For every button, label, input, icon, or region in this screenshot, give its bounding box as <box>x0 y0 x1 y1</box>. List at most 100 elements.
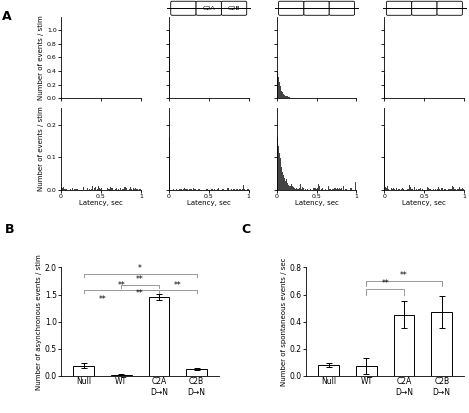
Bar <box>325 189 326 190</box>
Bar <box>414 188 415 190</box>
Bar <box>102 189 103 190</box>
Bar <box>83 187 84 190</box>
Bar <box>169 30 170 98</box>
Bar <box>355 182 356 190</box>
Bar <box>135 188 136 190</box>
Bar <box>289 97 290 98</box>
Bar <box>287 97 288 98</box>
Bar <box>281 167 282 190</box>
Bar <box>284 95 285 98</box>
Bar <box>396 188 397 190</box>
Bar <box>278 146 279 190</box>
Bar <box>139 189 140 190</box>
Bar <box>346 189 347 190</box>
Bar <box>334 188 335 190</box>
Bar <box>133 188 134 190</box>
Bar <box>67 189 68 190</box>
Bar <box>130 187 131 190</box>
Y-axis label: Number of spontaneous events / sec: Number of spontaneous events / sec <box>281 257 287 386</box>
Bar <box>191 189 192 190</box>
Bar <box>399 189 400 190</box>
Bar <box>169 138 170 190</box>
Bar <box>99 188 100 190</box>
Bar <box>87 188 88 190</box>
Bar <box>228 188 229 190</box>
Text: B: B <box>5 223 14 236</box>
X-axis label: Latency, sec: Latency, sec <box>295 200 339 206</box>
Bar <box>292 186 293 190</box>
Bar <box>462 188 463 190</box>
X-axis label: Latency, sec: Latency, sec <box>187 200 231 206</box>
Bar <box>319 185 320 190</box>
Bar <box>181 189 182 190</box>
Bar <box>433 189 434 190</box>
Bar <box>108 189 109 190</box>
Bar <box>450 189 451 190</box>
Bar <box>352 186 353 190</box>
Bar <box>225 189 226 190</box>
Bar <box>385 187 386 190</box>
Bar <box>391 188 392 190</box>
Bar <box>73 366 94 376</box>
Bar <box>416 189 417 190</box>
Bar <box>430 189 431 190</box>
Bar <box>279 82 280 98</box>
Bar <box>409 185 410 190</box>
Bar <box>336 189 337 190</box>
Bar <box>283 94 284 98</box>
Bar <box>124 187 125 190</box>
Bar <box>206 189 207 190</box>
Bar <box>243 185 244 190</box>
Bar <box>183 189 184 190</box>
Bar <box>286 96 287 98</box>
Bar <box>193 188 194 190</box>
Bar <box>295 189 296 190</box>
Bar <box>290 97 291 98</box>
Bar <box>408 189 409 190</box>
Bar <box>95 188 96 190</box>
Text: **: ** <box>400 271 408 280</box>
Bar <box>65 189 66 190</box>
Text: *: * <box>138 264 142 273</box>
Bar <box>435 189 436 190</box>
Bar <box>237 188 238 190</box>
Bar <box>400 188 401 190</box>
Bar <box>300 184 301 190</box>
Bar <box>180 189 181 190</box>
Bar <box>278 77 279 98</box>
Text: A: A <box>2 10 12 23</box>
Bar <box>335 188 336 190</box>
Bar <box>453 187 454 190</box>
Bar <box>239 189 240 190</box>
Bar <box>343 185 344 190</box>
Bar <box>356 366 377 376</box>
Bar <box>296 187 297 190</box>
Bar <box>307 189 308 190</box>
Bar <box>297 189 298 190</box>
Bar <box>227 188 228 190</box>
Bar <box>439 187 440 190</box>
Bar <box>285 179 286 190</box>
Bar <box>76 189 77 190</box>
Text: **: ** <box>381 279 389 288</box>
Bar <box>283 175 284 190</box>
Bar <box>458 189 459 190</box>
Bar <box>72 188 73 190</box>
Bar <box>451 189 452 190</box>
Bar <box>211 189 212 190</box>
Bar <box>449 189 450 190</box>
Bar <box>187 189 188 190</box>
Bar <box>242 189 243 190</box>
Bar <box>195 189 196 190</box>
Bar <box>280 88 281 98</box>
Bar <box>329 189 330 190</box>
Bar <box>350 188 351 190</box>
Bar <box>461 189 462 190</box>
Text: D→N: D→N <box>442 0 457 1</box>
Bar <box>303 188 304 190</box>
Bar <box>385 97 386 98</box>
Bar <box>452 185 453 190</box>
Bar <box>294 188 295 190</box>
Bar <box>313 188 314 190</box>
Bar <box>123 189 124 190</box>
